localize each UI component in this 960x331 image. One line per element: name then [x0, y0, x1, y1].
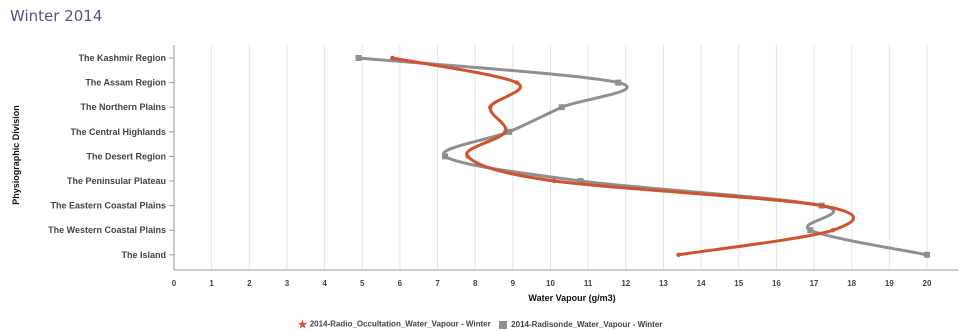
x-tick-label: 10 [546, 279, 555, 288]
legend-label-radio-occultation: 2014-Radio_Occultation_Water_Vapour - Wi… [309, 319, 491, 329]
y-tick-label: The Western Coastal Plains [48, 225, 166, 235]
data-point[interactable] [465, 154, 470, 159]
data-point[interactable] [807, 227, 814, 234]
series-1 [355, 55, 930, 258]
data-point[interactable] [514, 80, 519, 85]
y-tick-label: The Kashmir Region [78, 53, 166, 63]
series-0 [390, 55, 856, 257]
x-axis-title: Water Vapour (g/m3) [528, 293, 615, 303]
data-point[interactable] [830, 228, 836, 233]
x-tick-label: 6 [398, 279, 403, 288]
y-tick-label: The Peninsular Plateau [67, 176, 166, 186]
x-tick-label: 0 [172, 279, 177, 288]
series-line [390, 56, 856, 257]
x-tick-label: 14 [697, 279, 706, 288]
x-tick-label: 20 [923, 279, 932, 288]
legend-item-radio-occultation[interactable]: ★ 2014-Radio_Occultation_Water_Vapour - … [298, 318, 491, 331]
y-tick-label: The Island [121, 250, 166, 260]
x-tick-label: 8 [473, 279, 478, 288]
x-tick-label: 16 [772, 279, 781, 288]
grid-lines [211, 45, 928, 270]
legend-label-radisonde: 2014-Radisonde_Water_Vapour - Winter [511, 320, 663, 329]
x-tick-labels: 012345678910111213141516171819202 [172, 279, 932, 288]
y-axis-title: Physiographic Division [11, 105, 21, 205]
data-point[interactable] [615, 79, 622, 86]
y-tick-label: The Assam Region [85, 78, 166, 88]
square-icon [498, 320, 507, 329]
axes [169, 45, 958, 271]
data-point[interactable] [676, 252, 681, 257]
y-tick-labels: The Kashmir Region The Assam Region The No… [48, 53, 166, 260]
y-tick-label: The Desert Region [86, 151, 166, 161]
data-point[interactable] [506, 128, 513, 135]
x-tick-label: 19 [885, 279, 894, 288]
data-point[interactable] [355, 55, 362, 61]
x-tick-label: 5 [360, 279, 365, 288]
data-point[interactable] [488, 105, 493, 110]
y-tick-label: The Central Highlands [70, 127, 166, 137]
x-tick-label: 11 [584, 279, 593, 288]
legend-item-radisonde[interactable]: 2014-Radisonde_Water_Vapour - Winter [498, 320, 663, 329]
x-tick-label: 15 [734, 279, 743, 288]
x-tick-label: 9 [511, 279, 516, 288]
x-tick-label: 12 [621, 279, 630, 288]
star-icon: ★ [297, 319, 308, 331]
legend: ★ 2014-Radio_Occultation_Water_Vapour - … [0, 318, 960, 331]
data-point[interactable] [558, 104, 565, 111]
x-tick-label: 7 [435, 279, 440, 288]
y-tick-label: The Northern Plains [80, 102, 166, 112]
x-tick-label: 13 [659, 279, 668, 288]
data-point[interactable] [577, 178, 584, 184]
data-point[interactable] [819, 203, 824, 208]
series-layer [355, 55, 930, 258]
x-tick-label: 18 [847, 279, 856, 288]
y-tick-label: The Eastern Coastal Plains [50, 201, 166, 211]
x-tick-label: 1 [209, 279, 214, 288]
x-tick-label: 2 [247, 279, 252, 288]
data-point[interactable] [924, 251, 930, 258]
x-tick-label: 4 [322, 279, 327, 288]
data-point[interactable] [442, 153, 449, 160]
x-tick-label: 3 [285, 279, 290, 288]
x-tick-label: 17 [810, 279, 819, 288]
data-point[interactable] [390, 55, 395, 61]
data-point[interactable] [552, 178, 557, 184]
chart-title: Winter 2014 [10, 7, 103, 25]
data-point[interactable] [503, 129, 508, 134]
